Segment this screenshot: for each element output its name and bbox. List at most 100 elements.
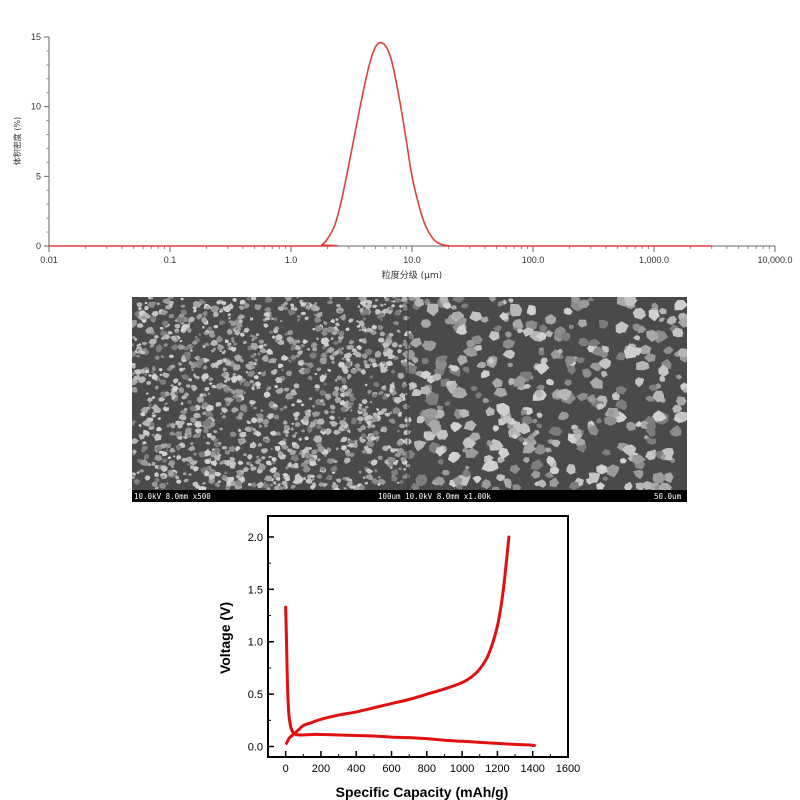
sem-particle: [136, 348, 140, 352]
sem-particle: [181, 355, 187, 361]
sem-particle: [282, 437, 288, 442]
sem-particle: [281, 356, 287, 361]
sem-particle: [225, 376, 231, 382]
sem-particle: [316, 367, 322, 372]
sem-particle: [235, 396, 242, 403]
sem-particle: [350, 409, 353, 412]
sem-particle: [202, 411, 206, 415]
sem-particle: [343, 368, 348, 374]
sem-particle: [345, 400, 350, 405]
sem-particle: [291, 392, 295, 396]
sem-particle: [249, 441, 257, 449]
sem-particle: [202, 344, 206, 349]
sem-particle: [193, 373, 196, 376]
sem-particle: [167, 331, 173, 335]
sem-particle: [193, 309, 197, 313]
sem-particle: [520, 409, 527, 416]
sem-particle: [475, 391, 482, 399]
sem-particle: [250, 354, 257, 359]
sem-particle: [646, 437, 657, 445]
sem-particle: [336, 307, 344, 313]
sem-particle: [138, 423, 142, 428]
sem-particle: [243, 380, 251, 387]
sem-particle: [442, 469, 450, 476]
sem-particle: [284, 476, 291, 482]
sem-particle: [307, 348, 311, 351]
sem-particle: [230, 480, 237, 486]
sem-particle: [196, 359, 205, 367]
sem-particle: [265, 297, 273, 303]
sem-particle: [179, 340, 183, 343]
sem-particle: [334, 386, 340, 392]
sem-particle: [509, 464, 521, 475]
sem-particle: [251, 365, 256, 369]
sem-particle: [314, 387, 320, 392]
sem-particle: [284, 433, 289, 437]
sem-particle: [348, 393, 354, 398]
sem-micrograph-panel: 10.0kV 8.0mm x500 100um 10.0kV 8.0mm x1.…: [132, 297, 687, 502]
sem-particle: [314, 301, 318, 306]
sem-particle: [458, 409, 470, 418]
sem-particle: [163, 443, 168, 447]
sem-particle: [645, 427, 655, 437]
sem-particle: [534, 363, 550, 375]
sem-particle: [522, 441, 529, 446]
sem-particle: [296, 399, 303, 404]
sem-particle: [159, 397, 166, 402]
sem-particle: [294, 421, 301, 428]
sem-particle: [151, 366, 156, 371]
sem-particle: [262, 418, 269, 425]
sem-particle: [385, 361, 394, 367]
sem-particle: [391, 474, 396, 478]
sem-particle: [659, 376, 666, 382]
sem-particle: [353, 439, 358, 443]
sem-particle: [354, 363, 361, 370]
sem-particle: [420, 386, 432, 395]
sem-particle: [394, 297, 402, 303]
sem-particle: [167, 456, 172, 460]
sem-particle: [232, 393, 239, 399]
sem-particle: [235, 445, 241, 452]
sem-particle: [532, 418, 538, 424]
sem-particle: [201, 300, 206, 304]
sem-particle: [195, 432, 201, 438]
psd-x-tick-label: 1.0: [285, 255, 298, 265]
sem-particle: [626, 421, 636, 432]
gcd-x-tick-label: 1600: [556, 763, 580, 775]
sem-particle: [175, 444, 182, 451]
sem-particle: [372, 304, 378, 309]
sem-particle: [140, 412, 146, 417]
sem-particle: [222, 358, 228, 363]
sem-particle: [400, 456, 407, 462]
sem-particle: [202, 402, 209, 408]
sem-particle: [148, 406, 153, 409]
sem-particle: [557, 349, 563, 355]
sem-right-caption: 50.0um: [654, 492, 682, 501]
sem-particle: [180, 401, 184, 406]
sem-particle: [256, 455, 260, 459]
sem-particle: [482, 397, 490, 404]
sem-particle: [132, 438, 139, 444]
sem-particle: [414, 298, 425, 308]
sem-particle: [358, 470, 362, 474]
sem-particle: [388, 411, 393, 415]
sem-particle: [462, 446, 468, 453]
gcd-y-tick-label: 0.0: [248, 742, 263, 754]
sem-particle: [588, 472, 601, 483]
sem-particle: [226, 343, 231, 347]
sem-particle: [365, 468, 374, 474]
sem-particle: [299, 361, 303, 365]
sem-particle: [238, 319, 243, 324]
sem-particle: [311, 449, 318, 455]
sem-particle: [479, 316, 489, 323]
sem-particle: [205, 418, 213, 424]
sem-particle: [345, 297, 351, 301]
sem-particle: [230, 389, 237, 395]
sem-particle: [287, 329, 293, 336]
sem-particle: [293, 444, 300, 449]
sem-particle: [174, 323, 181, 329]
sem-particle: [268, 330, 274, 334]
sem-particle: [211, 460, 218, 467]
sem-particle: [331, 360, 335, 364]
sem-particle: [426, 303, 439, 317]
